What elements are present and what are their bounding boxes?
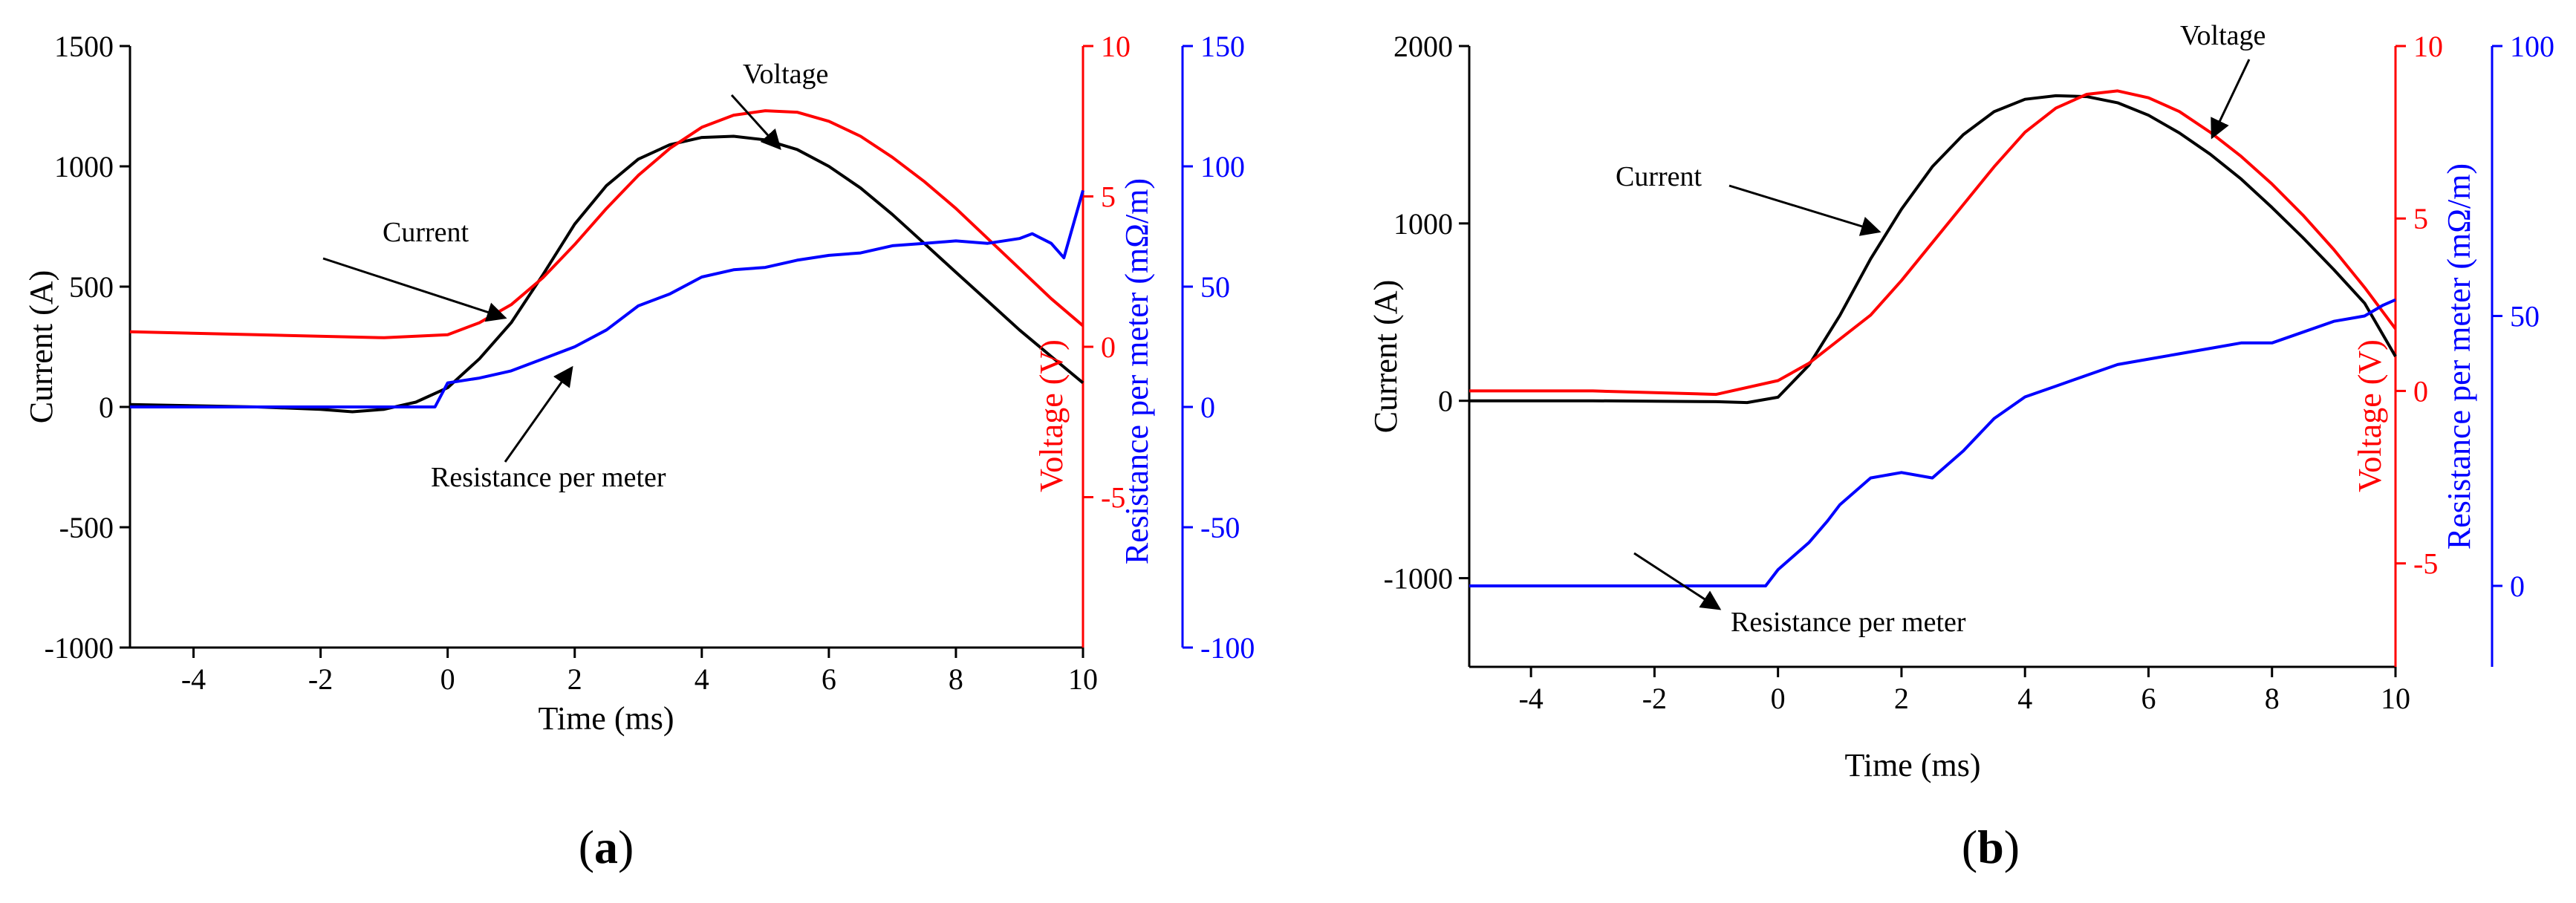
resistance-series-line (130, 189, 1084, 408)
resistance-tick-label: 50 (2510, 299, 2540, 333)
caption-open: ( (579, 821, 594, 873)
current-tick-label: 500 (69, 270, 114, 304)
voltage-tick-label: 0 (1101, 330, 1116, 364)
caption-open: ( (1962, 821, 1977, 873)
voltage-annotation: Voltage (2180, 20, 2266, 51)
x-tick-label: 2 (1894, 682, 1909, 715)
resistance-tick-label: -50 (1200, 511, 1240, 544)
resistance-tick-label: 100 (1200, 150, 1245, 183)
x-tick-label: 10 (1068, 662, 1098, 696)
current-annotation: Current (383, 217, 469, 248)
caption-letter: b (1977, 821, 2004, 873)
current-tick-label: 0 (1438, 385, 1453, 418)
voltage-axis-title: Voltage (V) (1033, 339, 1070, 492)
x-tick-label: 4 (695, 662, 709, 696)
resistance-tick-label: 0 (2510, 570, 2525, 603)
current-annotation: Current (1616, 161, 1702, 192)
voltage-tick-label: -5 (2413, 547, 2438, 581)
caption-close: ) (2004, 821, 2020, 873)
voltage-annotation-arrow (2211, 59, 2251, 140)
resistance-tick-label: 100 (2510, 30, 2554, 63)
x-tick-label: -4 (1518, 682, 1543, 715)
current-tick-label: 2000 (1393, 30, 1453, 63)
resistance-annotation: Resistance per meter (431, 462, 666, 493)
x-tick-label: 0 (440, 662, 455, 696)
x-tick-label: -2 (308, 662, 333, 696)
current-axis-title: Current (A) (1367, 280, 1404, 434)
voltage-tick-label: 10 (1101, 30, 1131, 63)
resistance-axis-title: Resistance per meter (mΩ/m) (2441, 163, 2477, 550)
panel-caption: (b) (1962, 821, 2020, 873)
current-series-line (129, 134, 1084, 414)
voltage-series-line (1469, 89, 2397, 397)
resistance-series-line (1469, 298, 2396, 587)
current-series-line (1469, 94, 2397, 405)
current-axis-title: Current (A) (23, 270, 59, 424)
voltage-tick-label: 10 (2413, 30, 2443, 63)
current-tick-label: 1000 (1393, 207, 1453, 241)
voltage-tick-label: -5 (1101, 481, 1125, 515)
current-tick-label: 0 (99, 391, 114, 424)
current-tick-label: -1000 (1384, 562, 1453, 596)
resistance-annotation-arrow (504, 365, 573, 463)
current-annotation-arrow (1728, 184, 1881, 236)
resistance-axis-title: Resistance per meter (mΩ/m) (1119, 178, 1155, 564)
voltage-tick-label: 5 (2413, 202, 2428, 235)
voltage-tick-label: 5 (1101, 180, 1116, 214)
x-axis-title: Time (ms) (1845, 747, 1981, 783)
voltage-tick-label: 0 (2413, 374, 2428, 408)
x-tick-label: 8 (2265, 682, 2280, 715)
x-tick-label: 8 (949, 662, 963, 696)
caption-letter: a (594, 821, 618, 873)
resistance-tick-label: 0 (1200, 391, 1215, 424)
x-tick-label: 0 (1771, 682, 1786, 715)
current-tick-label: -500 (59, 511, 114, 544)
resistance-tick-label: 50 (1200, 270, 1230, 304)
x-tick-label: 2 (567, 662, 582, 696)
resistance-annotation-arrow (1633, 552, 1722, 610)
current-tick-label: 1500 (54, 30, 114, 63)
voltage-annotation: Voltage (743, 59, 828, 90)
resistance-tick-label: 150 (1200, 30, 1245, 63)
x-tick-label: 6 (822, 662, 836, 696)
panel-caption: (a) (579, 821, 634, 873)
x-axis-title: Time (ms) (539, 700, 674, 737)
x-tick-label: -2 (1642, 682, 1667, 715)
voltage-annotation-arrow (730, 94, 781, 151)
caption-close: ) (618, 821, 634, 873)
resistance-annotation: Resistance per meter (1731, 607, 1966, 638)
resistance-tick-label: -100 (1200, 631, 1255, 665)
current-tick-label: 1000 (54, 150, 114, 183)
voltage-axis-title: Voltage (V) (2352, 339, 2388, 492)
x-tick-label: 4 (2017, 682, 2032, 715)
voltage-series-line (129, 109, 1084, 339)
x-tick-label: -4 (181, 662, 206, 696)
x-tick-label: 10 (2381, 682, 2410, 715)
current-tick-label: -1000 (45, 631, 114, 665)
current-annotation-arrow (322, 257, 507, 322)
x-tick-label: 6 (2141, 682, 2156, 715)
